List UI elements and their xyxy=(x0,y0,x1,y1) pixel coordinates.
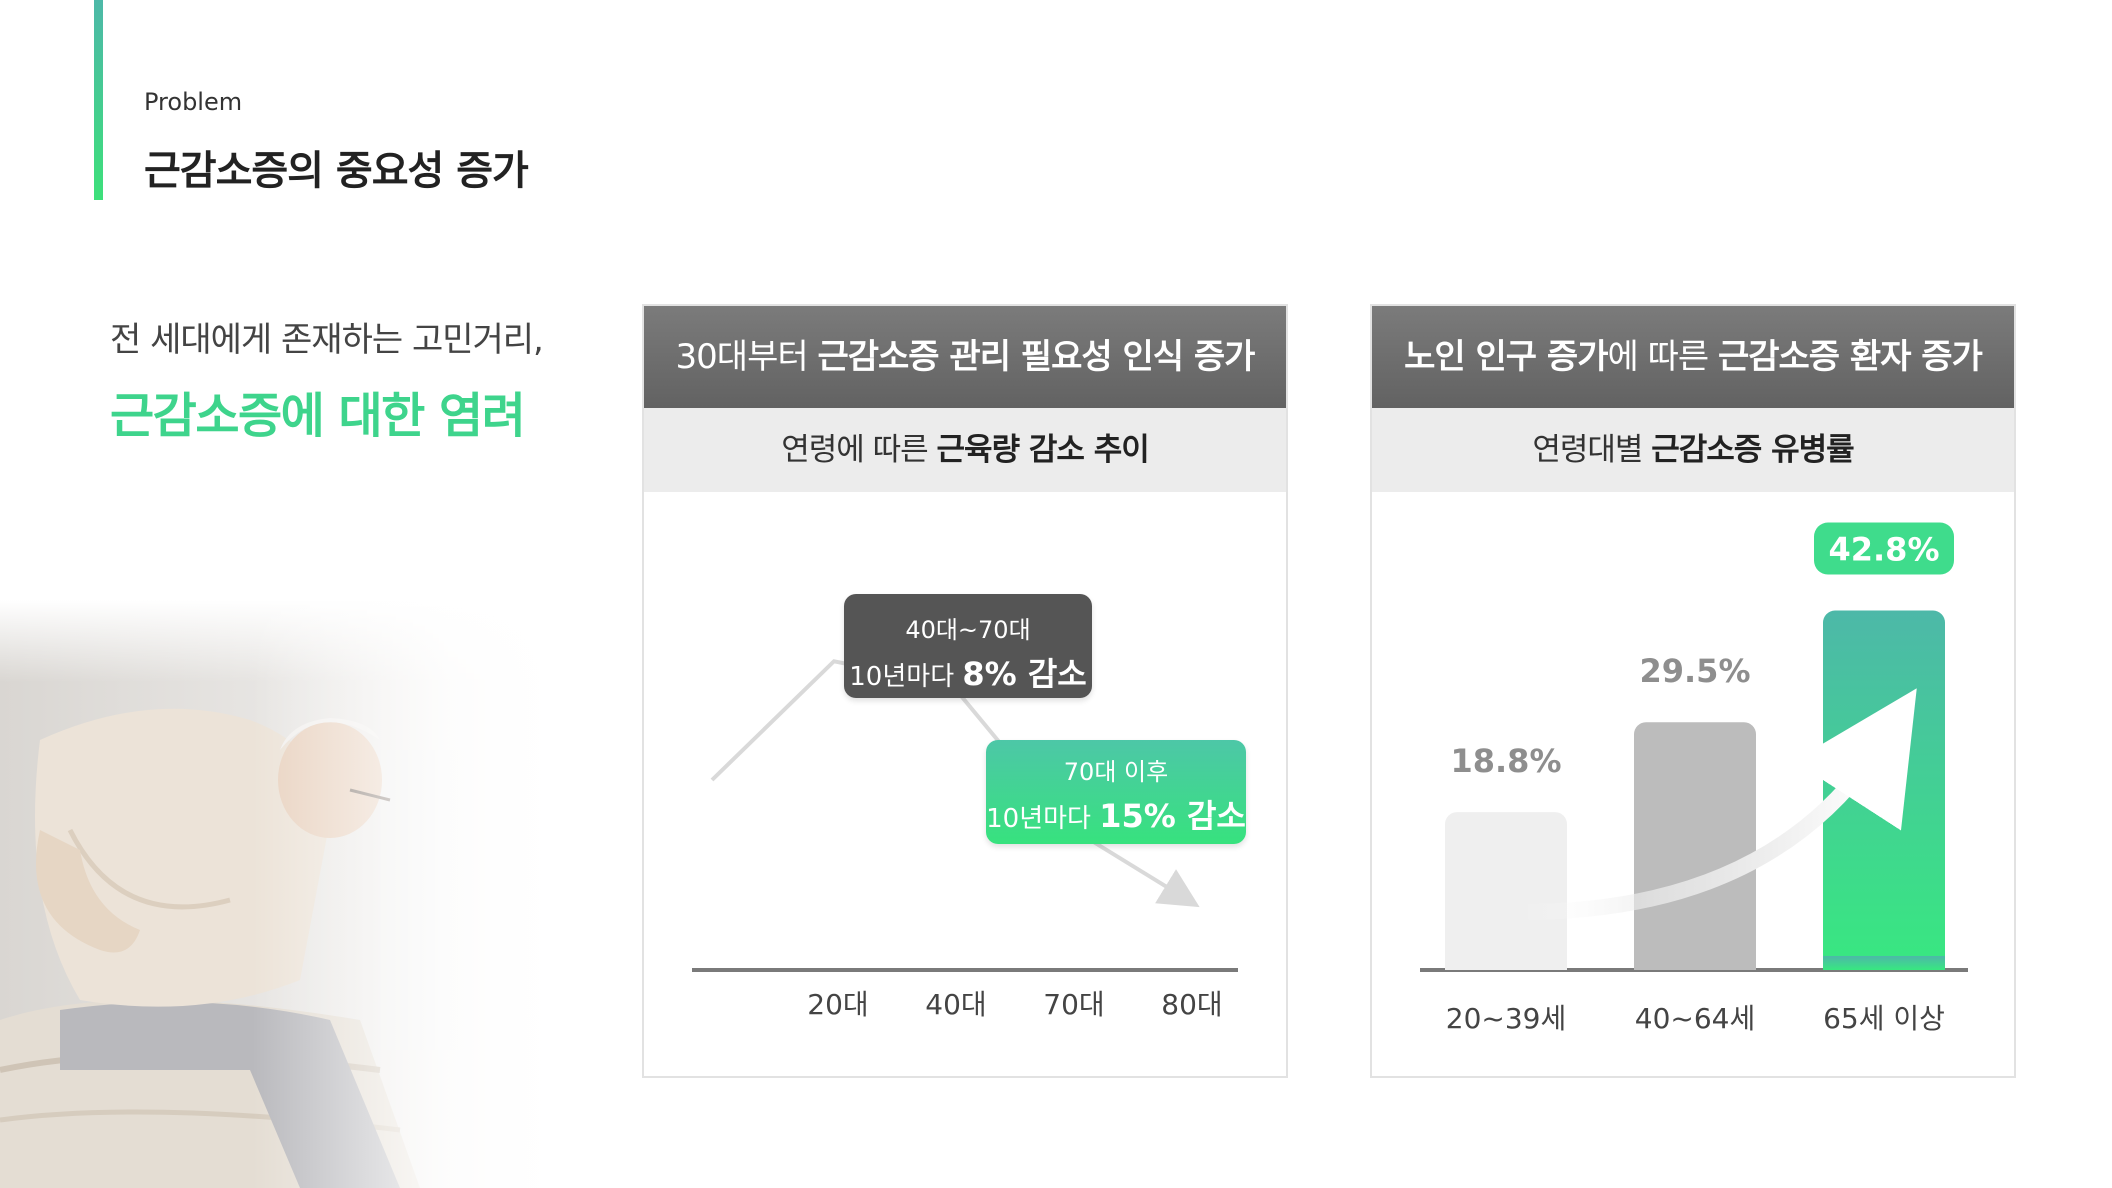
x-tick-label: 20~39세 xyxy=(1446,1002,1566,1035)
bar-base xyxy=(1823,956,1945,970)
intro-highlight: 근감소증에 대한 염려 xyxy=(110,388,526,444)
muscle-loss-line-chart: 20대 40대 70대 80대 xyxy=(692,659,1238,1021)
accent-bar xyxy=(94,0,103,200)
decline-callout-70-plus: 70대 이후 10년마다 15% 감소 xyxy=(986,740,1246,844)
prevalence-bar xyxy=(1634,722,1756,970)
growth-arrow xyxy=(1514,688,1917,920)
x-tick-label: 40대 xyxy=(925,988,986,1021)
page-title: 근감소증의 중요성 증가 xyxy=(144,148,529,194)
intro-text: 전 세대에게 존재하는 고민거리, xyxy=(110,320,544,360)
bar-value-label: 29.5% xyxy=(1639,652,1750,690)
back-pain-photo xyxy=(0,600,560,1188)
card-subheader: 연령에 따른 근육량 감소 추이 xyxy=(644,408,1286,492)
card-subheader: 연령대별 근감소증 유병률 xyxy=(1372,408,2014,492)
x-tick-label: 70대 xyxy=(1043,988,1104,1021)
prevalence-bar xyxy=(1445,812,1567,970)
x-tick-label: 20대 xyxy=(807,988,868,1021)
prevalence-card: 노인 인구 증가에 따른 근감소증 환자 증가 연령대별 근감소증 유병률 18… xyxy=(1370,304,2016,1078)
bar-value-label: 18.8% xyxy=(1450,742,1561,780)
bar-base xyxy=(1445,956,1567,970)
decline-callout-40-70: 40대~70대 10년마다 8% 감소 xyxy=(844,594,1092,698)
x-tick-label: 40~64세 xyxy=(1635,1002,1755,1035)
eyebrow-label: Problem xyxy=(144,88,243,116)
card-header: 노인 인구 증가에 따른 근감소증 환자 증가 xyxy=(1372,306,2014,408)
card-header: 30대부터 근감소증 관리 필요성 인식 증가 xyxy=(644,306,1286,408)
bar-base xyxy=(1634,956,1756,970)
x-tick-label: 65세 이상 xyxy=(1823,1002,1945,1035)
value-badge xyxy=(1814,522,1954,575)
x-tick-label: 80대 xyxy=(1161,988,1222,1021)
muscle-loss-card: 30대부터 근감소증 관리 필요성 인식 증가 연령에 따른 근육량 감소 추이… xyxy=(642,304,1288,1078)
bar-value-label: 42.8% xyxy=(1828,531,1939,569)
prevalence-bar-chart: 18.8% 20~39세 29.5% 40~64세 42.8% 65세 이상 xyxy=(1420,522,1968,1035)
